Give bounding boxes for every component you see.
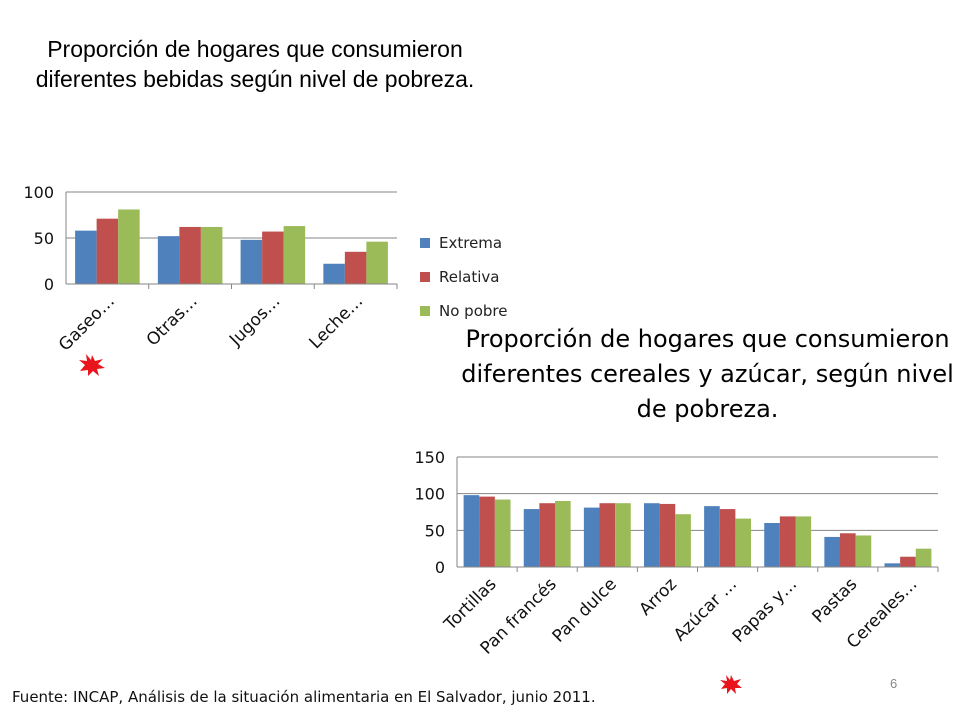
chart2-category-label: Tortillas xyxy=(440,574,501,635)
chart1-bar-relativa xyxy=(344,251,367,284)
chart1-ytick-label: 0 xyxy=(44,275,54,294)
chart1-title: Proporción de hogares que consumieron di… xyxy=(35,36,475,92)
chart2-category-label: Pan dulce xyxy=(549,574,621,646)
chart2-category-label: Arroz xyxy=(636,574,681,619)
legend-label-relativa: Relativa xyxy=(439,268,500,286)
chart2-ytick-label: 0 xyxy=(435,558,445,577)
chart1-bar-extrema xyxy=(157,236,180,284)
legend-swatch-extrema xyxy=(420,238,430,248)
chart2-bar-extrema xyxy=(583,507,600,567)
chart2-bar-extrema xyxy=(463,495,480,567)
chart2-bar-no-pobre xyxy=(494,499,511,567)
chart2-bar-extrema xyxy=(764,523,780,567)
starburst-icon xyxy=(720,675,742,694)
starburst-icon xyxy=(79,354,105,376)
chart2-bar-no-pobre xyxy=(795,516,812,567)
chart2-bar-no-pobre xyxy=(915,548,932,567)
source-footnote: Fuente: INCAP, Análisis de la situación … xyxy=(12,688,596,706)
chart1-bar-relativa xyxy=(96,218,119,284)
chart2-bar-extrema xyxy=(824,536,840,567)
chart2-bar-relativa xyxy=(599,503,616,567)
legend-item-relativa: Relativa xyxy=(420,260,507,294)
chart1-category-label: Gaseo… xyxy=(55,291,119,355)
chart2-bar-no-pobre xyxy=(735,518,752,567)
chart2-category-label: Papas y… xyxy=(729,574,801,646)
chart2-ytick-label: 100 xyxy=(414,485,445,504)
chart1-category-label: Jugos… xyxy=(225,291,284,350)
chart1-bar-no-pobre xyxy=(283,226,306,284)
chart1-category-label: Otras… xyxy=(143,291,202,350)
chart2-bar-extrema xyxy=(704,506,720,567)
chart2-bar-extrema xyxy=(523,509,540,567)
page-number: 6 xyxy=(890,676,898,691)
legend-item-no-pobre: No pobre xyxy=(420,294,507,328)
legend-label-extrema: Extrema xyxy=(439,234,503,252)
chart2-bar-relativa xyxy=(719,509,736,567)
legend-item-extrema: Extrema xyxy=(420,226,507,260)
chart2-bar-extrema xyxy=(884,563,901,567)
chart1-bar-no-pobre xyxy=(366,241,388,284)
legend-label-no-pobre: No pobre xyxy=(439,302,508,320)
chart1-legend: Extrema Relativa No pobre xyxy=(420,226,507,328)
chart1-bar-extrema xyxy=(323,263,345,284)
chart2-ytick-label: 50 xyxy=(425,521,445,540)
chart2-bar-no-pobre xyxy=(615,503,631,567)
chart2-category-label: Pastas xyxy=(809,574,862,627)
chart2-bar-relativa xyxy=(659,503,676,567)
chart1-bar-no-pobre xyxy=(118,209,140,284)
chart2-title: Proporción de hogares que consumieron di… xyxy=(461,325,954,423)
chart2-bar-no-pobre xyxy=(855,535,872,567)
chart2-bar-no-pobre xyxy=(675,514,691,567)
chart1-ytick-label: 100 xyxy=(23,183,54,202)
chart2-bar-relativa xyxy=(479,496,495,567)
chart1-bar-no-pobre xyxy=(200,226,223,284)
legend-swatch-relativa xyxy=(420,272,430,282)
chart1-bar-extrema xyxy=(240,239,263,284)
starburst-shape-1 xyxy=(79,354,105,376)
chart2-bar-relativa xyxy=(539,503,556,567)
chart2-bar-extrema xyxy=(643,503,660,567)
chart2-bar-relativa xyxy=(900,556,916,567)
chart1-bar-relativa xyxy=(262,231,284,284)
chart1-ytick-label: 50 xyxy=(34,229,54,248)
legend-swatch-no-pobre xyxy=(420,306,430,316)
chart1-bebidas: 0 50 100 Gaseo… Otras… Jugos… Leche… xyxy=(23,183,398,355)
chart2-bar-relativa xyxy=(839,533,856,567)
chart1-category-label: Leche… xyxy=(305,291,367,353)
chart2-bar-no-pobre xyxy=(555,501,571,567)
chart2-ytick-label: 150 xyxy=(414,448,445,467)
chart1-bar-relativa xyxy=(179,226,201,284)
starburst-shape-2 xyxy=(720,675,742,694)
chart1-bar-extrema xyxy=(75,230,97,284)
chart2-bar-relativa xyxy=(779,516,796,567)
